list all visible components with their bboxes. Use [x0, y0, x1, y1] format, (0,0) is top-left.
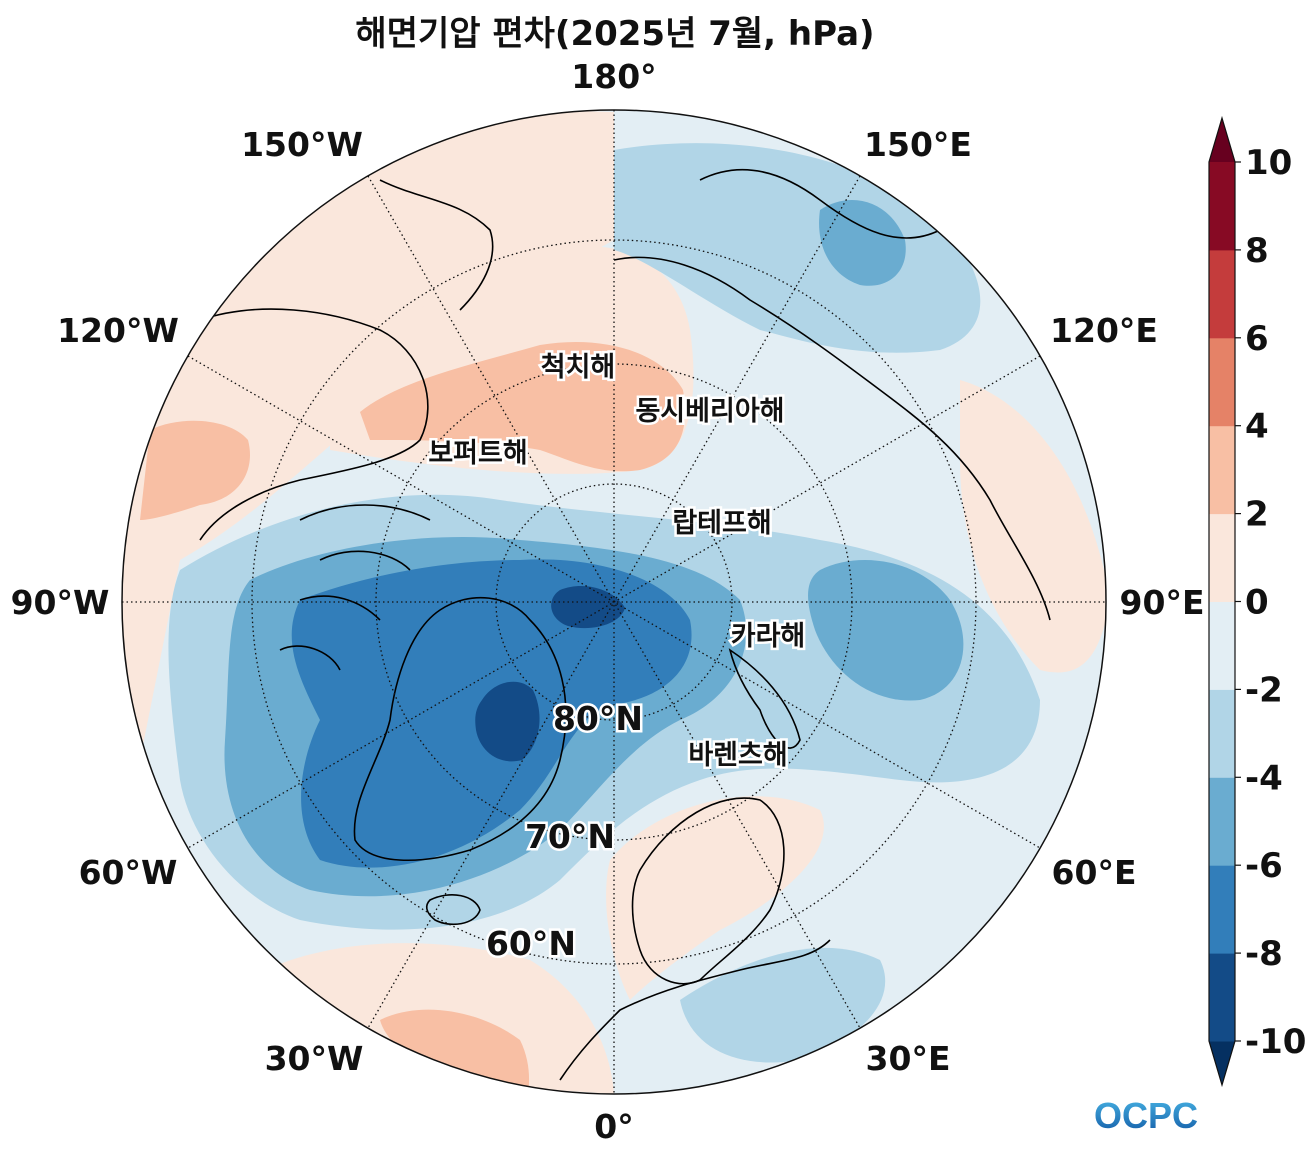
colorbar-tick-label: 8 [1245, 231, 1269, 271]
latitude-labels: 80°N 70°N 60°N [483, 697, 645, 966]
anomaly-neg-kara [808, 560, 964, 701]
meridian-150 [367, 175, 861, 1029]
sea-label-east-siberian: 동시베리아해 [635, 396, 784, 427]
sea-label-chukchi: 척치해 [541, 352, 616, 383]
anomaly-neg-core-greenland [475, 681, 540, 762]
colorbar: 10 8 6 4 2 0 -2 -4 -6 -8 -10 [1208, 115, 1306, 1088]
lon-label-60e: 60°E [1052, 853, 1137, 892]
sea-label-beaufort: 보퍼트해 [428, 438, 527, 469]
colorbar-extend-min [1209, 1041, 1235, 1085]
colorbar-tick-label: 10 [1245, 143, 1292, 183]
greenland-coast [353, 596, 567, 862]
sea-label-kara: 카라해 [731, 621, 806, 652]
anomaly-pos-europe [606, 796, 824, 1000]
map-title: 해면기압 편차(2025년 7월, hPa) [355, 14, 875, 54]
longitude-labels: 180° 150°E 120°E 90°E 60°E 30°E 0° 30°W … [11, 57, 1205, 1146]
lon-label-120e: 120°E [1050, 311, 1158, 350]
canadian-archipelago-coast [279, 504, 431, 671]
europe-coast [559, 939, 831, 1081]
lon-label-180: 180° [571, 57, 656, 96]
alaska-coast [379, 179, 494, 311]
coastlines [199, 168, 1051, 1081]
lon-label-30e: 30°E [866, 1039, 951, 1078]
anomaly-pos-west-box [140, 420, 250, 520]
iceland-coast [425, 894, 481, 926]
colorbar-tick-label: 4 [1245, 407, 1269, 447]
colorbar-tick-label: -10 [1245, 1022, 1306, 1062]
lon-label-150w: 150°W [241, 125, 363, 164]
anomaly-pos-east [960, 380, 1106, 673]
chukotka-coast [699, 168, 941, 239]
colorbar-extend-max [1209, 118, 1235, 162]
graticule [122, 110, 1106, 1094]
colorbar-band [1209, 601, 1235, 690]
anomaly-neg-europe [680, 947, 886, 1063]
sea-label-laptev: 랍테프해 [672, 508, 771, 539]
colorbar-tick-label: 0 [1245, 583, 1269, 623]
colorbar-tick-label: 2 [1245, 495, 1269, 535]
colorbar-band [1209, 865, 1235, 954]
colorbar-band [1209, 513, 1235, 602]
novaya-zemlya-coast [728, 648, 801, 749]
colorbar-tick-label: -2 [1245, 670, 1283, 710]
lon-label-60w: 60°W [79, 853, 178, 892]
siberia-coast [613, 256, 1051, 621]
colorbar-band [1209, 162, 1235, 251]
colorbar-band [1209, 953, 1235, 1042]
sea-labels: 척치해 동시베리아해 보퍼트해 랍테프해 카라해 바렌츠해 [426, 350, 808, 774]
logo-text: OCPC [1094, 1095, 1198, 1136]
colorbar-band [1209, 337, 1235, 427]
lat-label-80n: 80°N [553, 699, 643, 738]
lat-label-70n: 70°N [525, 817, 615, 856]
lon-label-120w: 120°W [57, 311, 179, 350]
anomaly-neg-siberia [614, 143, 981, 353]
lon-label-90w: 90°W [11, 583, 110, 622]
lon-label-90e: 90°E [1120, 583, 1205, 622]
scandinavia-coast [631, 797, 785, 985]
lon-label-150e: 150°E [864, 125, 972, 164]
anomaly-pos-atlantic-core [380, 1009, 530, 1094]
ocpc-logo: OCPC [1094, 1095, 1198, 1136]
lon-label-0: 0° [594, 1107, 633, 1146]
colorbar-band [1209, 777, 1235, 866]
lon-label-30w: 30°W [265, 1039, 364, 1078]
colorbar-band [1209, 249, 1235, 339]
sea-label-barents: 바렌츠해 [688, 740, 787, 771]
colorbar-band [1209, 425, 1235, 515]
anomaly-neg-siberia-core [819, 200, 906, 286]
colorbar-tick-label: -4 [1245, 758, 1283, 798]
parallel-80n [495, 483, 733, 721]
lat-label-60n: 60°N [486, 924, 576, 963]
parallel-60n [251, 239, 977, 965]
anomaly-neg-core-north [551, 586, 625, 629]
colorbar-tick-label: 6 [1245, 319, 1269, 359]
negative-anomaly-regions [168, 143, 1040, 1063]
map-boundary [121, 109, 1107, 1095]
colorbar-tick-label: -8 [1245, 934, 1283, 974]
colorbar-tick-label: -6 [1245, 846, 1283, 886]
north-america-coast [199, 308, 429, 541]
colorbar-band [1209, 689, 1235, 778]
